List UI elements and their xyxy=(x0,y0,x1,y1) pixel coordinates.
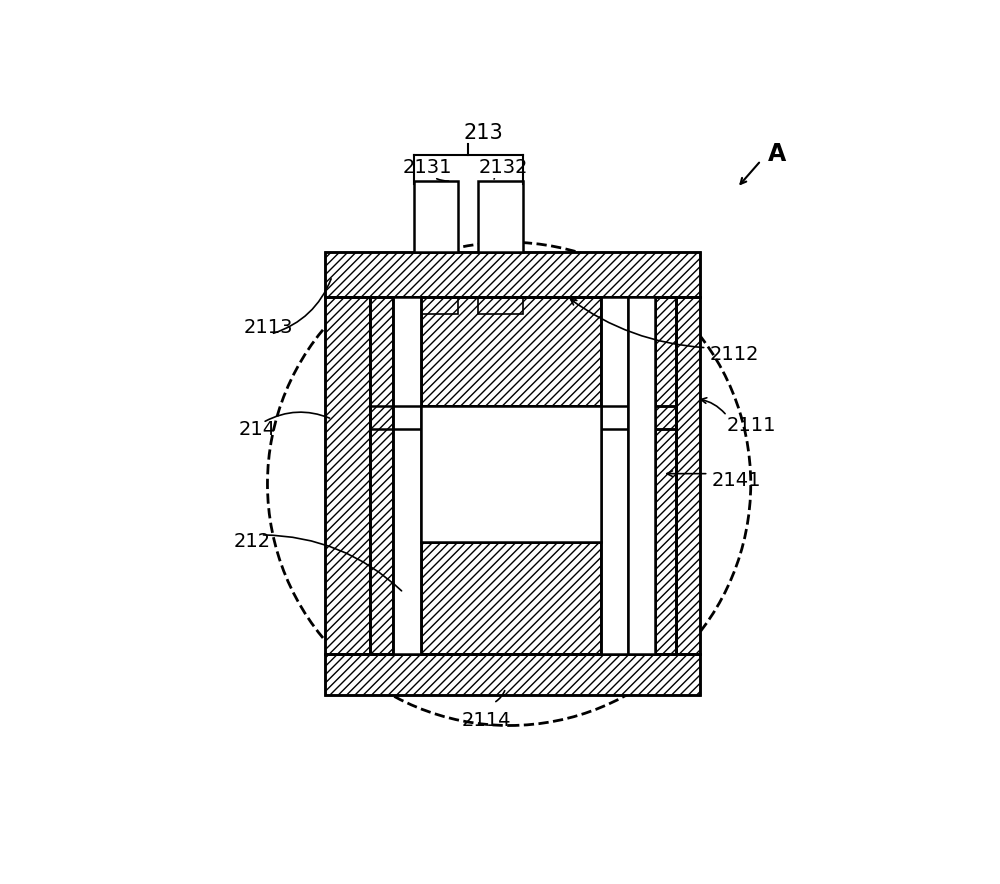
Text: 2141: 2141 xyxy=(712,471,761,490)
Bar xyxy=(421,542,601,654)
Bar xyxy=(325,654,700,695)
Bar xyxy=(478,297,523,314)
Text: 214: 214 xyxy=(239,420,276,438)
Bar xyxy=(421,406,601,542)
Bar xyxy=(325,297,370,654)
Text: 212: 212 xyxy=(233,532,271,552)
Bar xyxy=(655,297,676,654)
Text: A: A xyxy=(768,141,786,165)
Bar xyxy=(370,406,676,430)
Bar xyxy=(325,297,370,654)
Bar xyxy=(325,253,700,297)
Text: 2113: 2113 xyxy=(244,318,293,337)
Text: 2114: 2114 xyxy=(462,711,511,729)
Bar xyxy=(414,297,458,314)
Bar xyxy=(393,297,421,654)
Bar xyxy=(370,297,393,654)
Text: 2112: 2112 xyxy=(710,345,759,364)
Text: 2111: 2111 xyxy=(727,416,776,436)
Bar xyxy=(414,181,458,253)
Bar xyxy=(421,297,601,406)
Bar xyxy=(478,181,523,253)
Text: 2132: 2132 xyxy=(479,158,528,177)
Text: 2131: 2131 xyxy=(403,158,452,177)
Bar xyxy=(655,297,676,654)
Bar xyxy=(676,297,700,654)
Bar xyxy=(370,297,393,654)
Bar xyxy=(325,253,700,297)
Bar xyxy=(421,297,601,406)
Text: 213: 213 xyxy=(463,123,503,143)
Bar xyxy=(421,542,601,654)
Bar xyxy=(676,297,700,654)
Bar xyxy=(628,297,655,654)
Bar xyxy=(325,654,700,695)
Bar xyxy=(601,297,628,654)
Bar xyxy=(370,406,676,430)
